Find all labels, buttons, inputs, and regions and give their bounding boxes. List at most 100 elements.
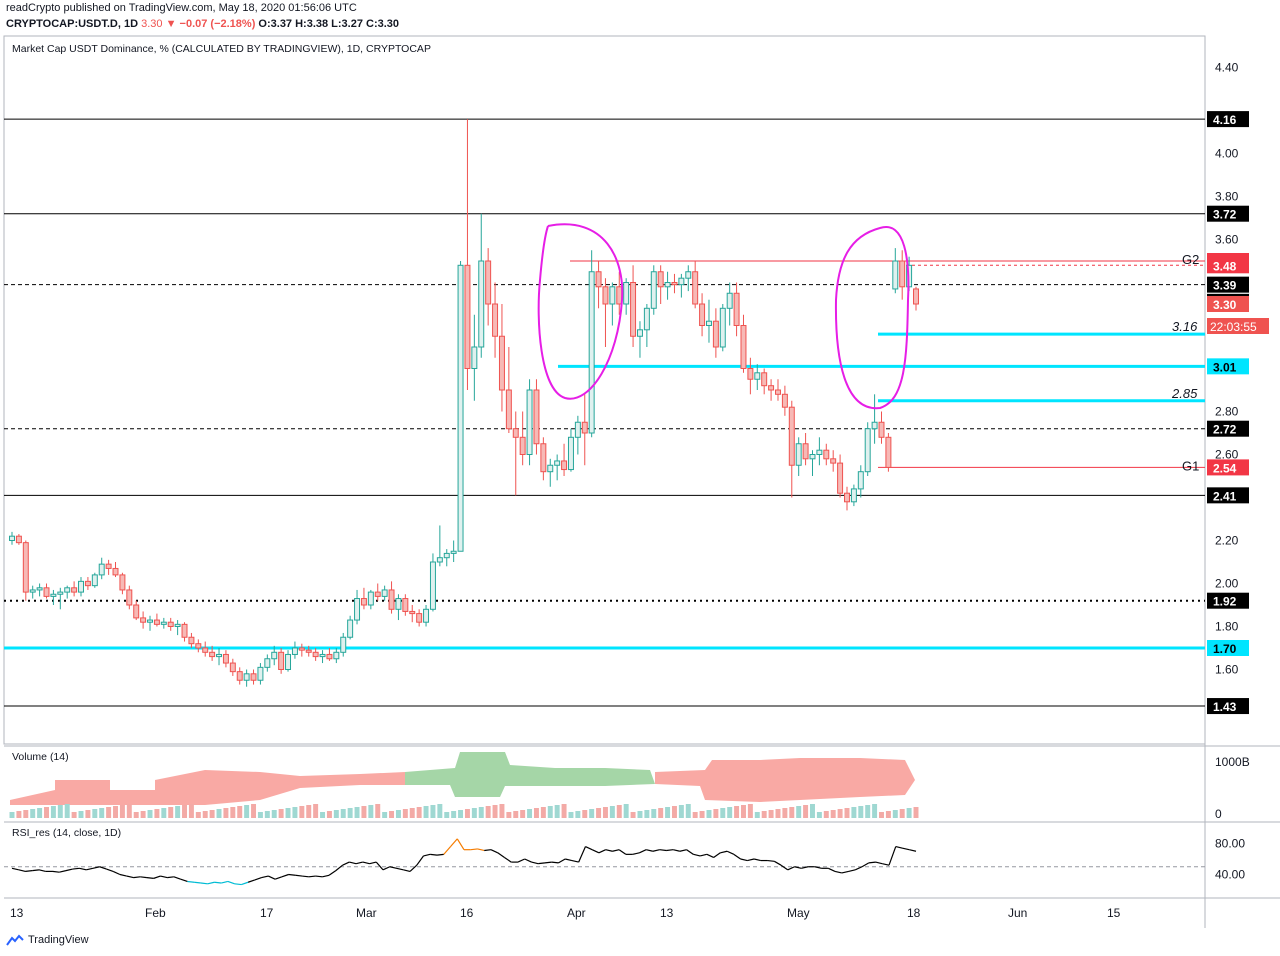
volume-bar xyxy=(237,806,243,818)
candle-body xyxy=(830,458,837,464)
volume-bar xyxy=(78,811,84,818)
volume-bar xyxy=(209,810,215,818)
candle-body xyxy=(443,552,450,559)
volume-bar xyxy=(368,805,374,818)
price-tick-label: 3.80 xyxy=(1215,190,1239,204)
rsi-segment xyxy=(146,877,154,879)
candle-body xyxy=(768,385,775,391)
volume-bar xyxy=(251,804,257,818)
countdown-label: 22:03:55 xyxy=(1210,320,1257,334)
candle-body xyxy=(781,393,788,408)
volume-bar xyxy=(485,806,491,818)
volume-bar xyxy=(326,811,332,818)
rsi-segment xyxy=(234,883,242,886)
candle-body xyxy=(416,613,423,623)
axis-price-label: 1.43 xyxy=(1213,700,1237,714)
volume-bar xyxy=(395,810,401,818)
volume-bar xyxy=(113,806,118,818)
rsi-segment xyxy=(679,849,687,852)
candle-body xyxy=(278,651,285,670)
volume-bar xyxy=(320,812,326,818)
rsi-segment xyxy=(207,881,215,885)
candle-body xyxy=(609,286,616,305)
candle-body xyxy=(271,651,278,660)
candle-body xyxy=(236,671,243,681)
rsi-segment xyxy=(194,881,201,884)
rsi-segment xyxy=(375,861,384,871)
candle-body xyxy=(657,271,664,288)
volume-bar xyxy=(754,812,760,818)
candle-body xyxy=(98,563,105,576)
time-tick-label: 17 xyxy=(260,906,274,920)
volume-bar xyxy=(568,812,574,818)
rsi-tick-label: 80.00 xyxy=(1215,837,1245,851)
candle-body xyxy=(291,647,298,655)
volume-bar xyxy=(520,810,526,818)
volume-label: Volume (14) xyxy=(12,751,69,763)
axis-price-label: 4.16 xyxy=(1213,113,1237,127)
rsi-segment xyxy=(699,853,708,857)
countdown-bg xyxy=(1207,318,1269,334)
volume-bar xyxy=(361,806,367,818)
candle-body xyxy=(561,460,568,471)
volume-ma-band xyxy=(10,770,405,805)
candle-body xyxy=(623,282,630,305)
axis-price-label: 2.54 xyxy=(1213,461,1237,475)
rsi-segment xyxy=(254,877,262,881)
rsi-segment xyxy=(713,852,721,858)
rsi-segment xyxy=(828,867,836,872)
candle-body xyxy=(519,436,526,455)
volume-bar xyxy=(775,809,781,818)
rsi-segment xyxy=(841,870,849,874)
volume-bar xyxy=(665,807,671,818)
rsi-segment xyxy=(794,866,802,869)
volume-tick-label: 0 xyxy=(1215,807,1222,821)
rsi-segment xyxy=(787,866,795,871)
candle-body xyxy=(436,557,443,563)
candle-body xyxy=(816,449,823,456)
candle-body xyxy=(160,621,167,625)
volume-bar xyxy=(740,805,746,818)
candle-body xyxy=(222,653,229,664)
rsi-segment xyxy=(59,870,67,873)
volume-bar xyxy=(879,812,884,818)
rsi-segment xyxy=(227,880,235,885)
volume-bar xyxy=(50,806,56,818)
rsi-segment xyxy=(646,849,654,852)
volume-bar xyxy=(678,805,684,818)
volume-bar xyxy=(306,805,312,818)
rsi-segment xyxy=(274,876,283,880)
time-tick-label: Jun xyxy=(1008,906,1027,920)
candle-body xyxy=(747,368,754,380)
time-tick-label: Mar xyxy=(356,906,377,920)
candle-body xyxy=(22,542,29,593)
candle-body xyxy=(588,271,595,434)
volume-bar xyxy=(278,809,284,818)
time-tick-label: Feb xyxy=(145,906,166,920)
candle-body xyxy=(595,271,602,288)
candle-body xyxy=(126,589,133,606)
rsi-segment xyxy=(342,861,350,866)
axis-price-label-bg xyxy=(1207,276,1249,293)
volume-bar xyxy=(92,809,98,818)
candle-body xyxy=(602,286,609,305)
volume-bar xyxy=(872,804,878,818)
rsi-segment xyxy=(133,876,141,879)
volume-bar xyxy=(216,809,222,818)
symbol-ohlc-line: CRYPTOCAP:USDT.D, 1D 3.30 ▼ −0.07 (−2.18… xyxy=(6,18,399,30)
volume-bar xyxy=(527,809,533,818)
rsi-segment xyxy=(895,846,903,849)
candle-body xyxy=(319,653,326,658)
rsi-segment xyxy=(834,870,842,874)
volume-bar xyxy=(899,809,905,818)
volume-bar xyxy=(71,812,77,818)
volume-bar xyxy=(188,804,194,818)
candle-body xyxy=(864,428,871,473)
rsi-segment xyxy=(875,861,883,865)
axis-price-label-bg xyxy=(1207,698,1249,715)
rsi-segment xyxy=(578,846,586,863)
rsi-segment xyxy=(349,861,357,865)
rsi-segment xyxy=(605,849,613,852)
price-tick-label: 2.60 xyxy=(1215,448,1239,462)
